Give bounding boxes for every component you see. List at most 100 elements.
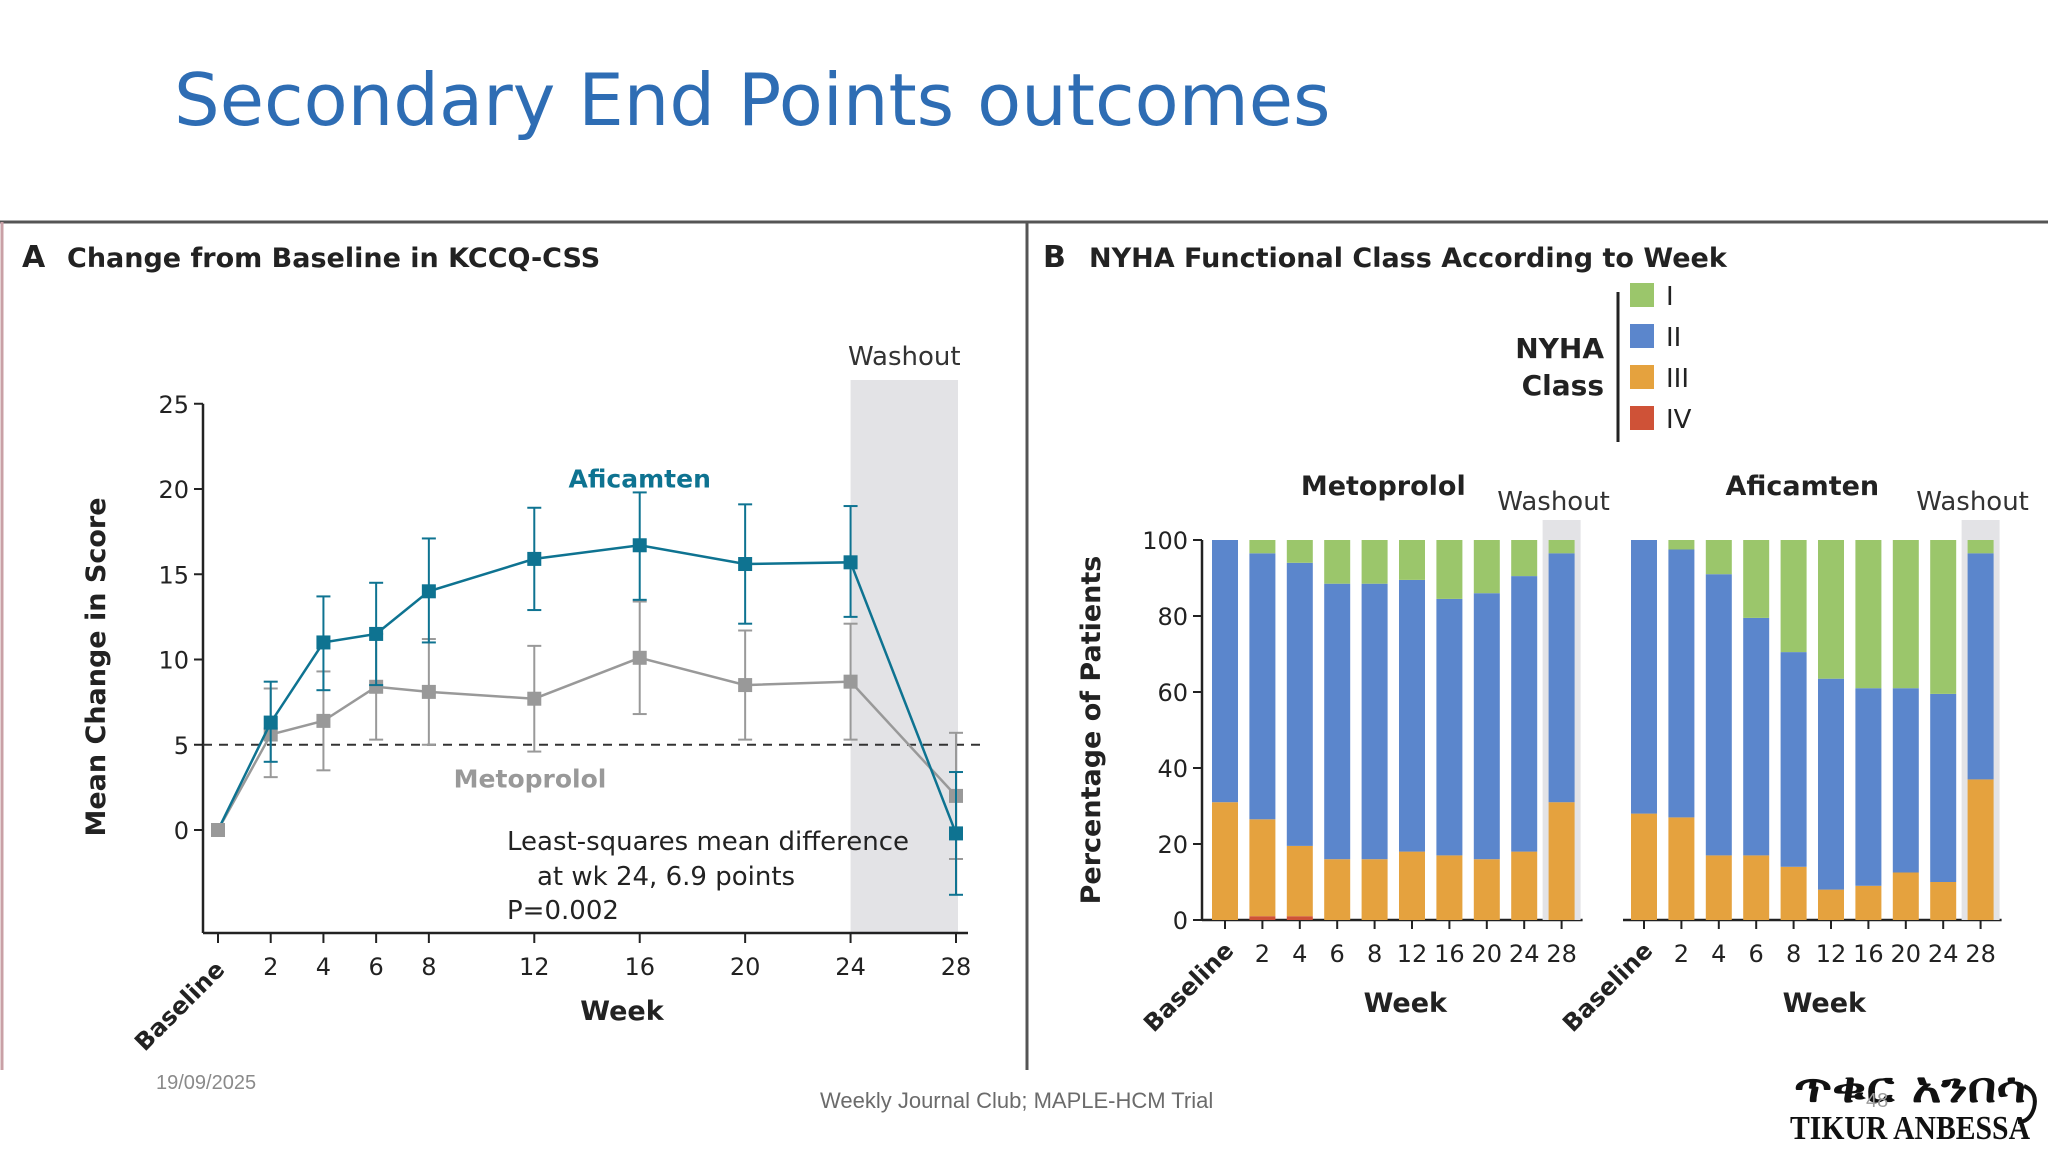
bar-segment-class-ii: [1436, 598, 1463, 856]
legend-swatch-iv: [1630, 406, 1654, 430]
panel-b-x-axis-label: Week: [1364, 988, 1448, 1019]
bar-segment-class-iii: [1892, 872, 1919, 920]
legend-swatch-ii: [1630, 324, 1654, 348]
y-tick-label: 0: [174, 817, 189, 845]
y-tick-label: 15: [158, 561, 189, 589]
legend-title-line-1: NYHA: [1515, 332, 1604, 365]
bar-segment-class-ii: [1324, 583, 1351, 860]
bar-segment-class-iii: [1967, 779, 1994, 920]
y-tick-label: 40: [1157, 755, 1188, 783]
bar-segment-class-iii: [1324, 859, 1351, 920]
bar-segment-class-iii: [1548, 802, 1575, 920]
bar-segment-class-i: [1286, 540, 1313, 563]
x-tick-label: 6: [1749, 940, 1764, 968]
legend-label-iii: III: [1666, 364, 1689, 394]
bar-segment-class-iii: [1473, 859, 1500, 920]
bar-segment-class-ii: [1967, 553, 1994, 780]
series-aficamten: [211, 491, 963, 896]
data-point: [527, 691, 542, 706]
panel-a-letter: A: [22, 240, 46, 275]
group-title-aficamten: Aficamten: [1725, 471, 1879, 502]
bar-segment-class-iii: [1743, 855, 1770, 920]
x-tick-label: 28: [1546, 940, 1577, 968]
bar-segment-class-iii: [1511, 851, 1538, 920]
bar-segment-class-i: [1361, 540, 1388, 584]
data-point: [263, 715, 278, 730]
legend-label-ii: II: [1666, 323, 1681, 353]
bar-segment-class-ii: [1705, 574, 1732, 856]
x-tick-label: Baseline: [1138, 936, 1239, 1037]
panel-b-title: NYHA Functional Class According to Week: [1089, 243, 1728, 274]
bar-segment-class-ii: [1473, 593, 1500, 860]
metoprolol-series-label: Metoprolol: [454, 764, 607, 793]
x-tick-label: 28: [1965, 940, 1996, 968]
bar-segment-class-ii: [1361, 583, 1388, 860]
bar-segment-class-ii: [1892, 688, 1919, 873]
bar-segment-class-iii: [1668, 817, 1695, 920]
y-tick-label: 10: [158, 647, 189, 675]
x-tick-label: 2: [263, 953, 278, 981]
bar-segment-class-i: [1743, 540, 1770, 618]
y-tick-label: 20: [1157, 831, 1188, 859]
bar-segment-class-iv: [1286, 916, 1313, 920]
x-tick-label: 20: [730, 953, 761, 981]
bar-segment-class-iii: [1705, 855, 1732, 920]
data-point: [211, 823, 225, 837]
data-point: [316, 635, 331, 650]
bar-segment-class-i: [1818, 540, 1844, 679]
panel-a-y-axis-label: Mean Change in Score: [81, 497, 112, 836]
panel-b-x-axis-label: Week: [1783, 988, 1867, 1019]
bar-segment-class-ii: [1930, 693, 1957, 882]
bar-segment-class-i: [1967, 540, 1994, 554]
bar-segment-class-i: [1473, 540, 1500, 594]
series-line: [216, 544, 958, 834]
bar-segment-class-i: [1855, 540, 1882, 689]
washout-label: Washout: [1497, 487, 1610, 517]
x-tick-label: 2: [1255, 940, 1270, 968]
washout-band: [850, 380, 958, 933]
bar-segment-class-ii: [1212, 540, 1238, 803]
x-tick-label: 8: [1786, 940, 1801, 968]
x-tick-label: 4: [1711, 940, 1726, 968]
annotation-line-2: at wk 24, 6.9 points: [537, 862, 795, 892]
data-point: [843, 555, 858, 570]
series-line: [216, 656, 957, 831]
x-tick-label: 4: [1292, 940, 1307, 968]
y-tick-label: 5: [174, 732, 189, 760]
y-tick-label: 20: [158, 476, 189, 504]
bar-segment-class-i: [1511, 540, 1538, 577]
annotation-line-3: P=0.002: [507, 896, 619, 926]
x-tick-label: 8: [1367, 940, 1382, 968]
x-tick-label: 6: [369, 953, 384, 981]
bar-segment-class-i: [1930, 540, 1957, 694]
legend-title-line-2: Class: [1522, 369, 1604, 402]
data-point: [738, 678, 753, 693]
panel-b-y-axis-label: Percentage of Patients: [1076, 556, 1107, 905]
bar-segment-class-iii: [1631, 813, 1657, 920]
legend-label-iv: IV: [1666, 405, 1692, 435]
data-point: [527, 551, 542, 566]
bar-segment-class-ii: [1511, 576, 1538, 852]
data-point: [632, 538, 647, 553]
aficamten-series-label: Aficamten: [569, 464, 711, 493]
legend-swatch-i: [1630, 283, 1654, 307]
bar-segment-class-ii: [1743, 617, 1770, 856]
x-tick-label: 24: [1509, 940, 1540, 968]
bar-segment-class-ii: [1818, 678, 1844, 890]
data-point: [421, 684, 436, 699]
y-tick-label: 0: [1173, 907, 1188, 935]
logo-latin-text: TIKUR ANBESSA: [1790, 1110, 2030, 1147]
x-tick-label: 4: [316, 953, 331, 981]
x-tick-label: 6: [1330, 940, 1345, 968]
bar-segment-class-iii: [1249, 819, 1276, 917]
data-point: [949, 826, 963, 841]
panel-b-letter: B: [1043, 240, 1066, 275]
x-tick-label: 28: [941, 953, 972, 981]
bar-segment-class-ii: [1855, 688, 1882, 886]
x-tick-label: 8: [421, 953, 436, 981]
x-tick-label: 16: [1434, 940, 1465, 968]
lion-mark-icon: [2017, 1084, 2037, 1124]
y-tick-label: 80: [1157, 603, 1188, 631]
washout-label: Washout: [1916, 487, 2029, 517]
